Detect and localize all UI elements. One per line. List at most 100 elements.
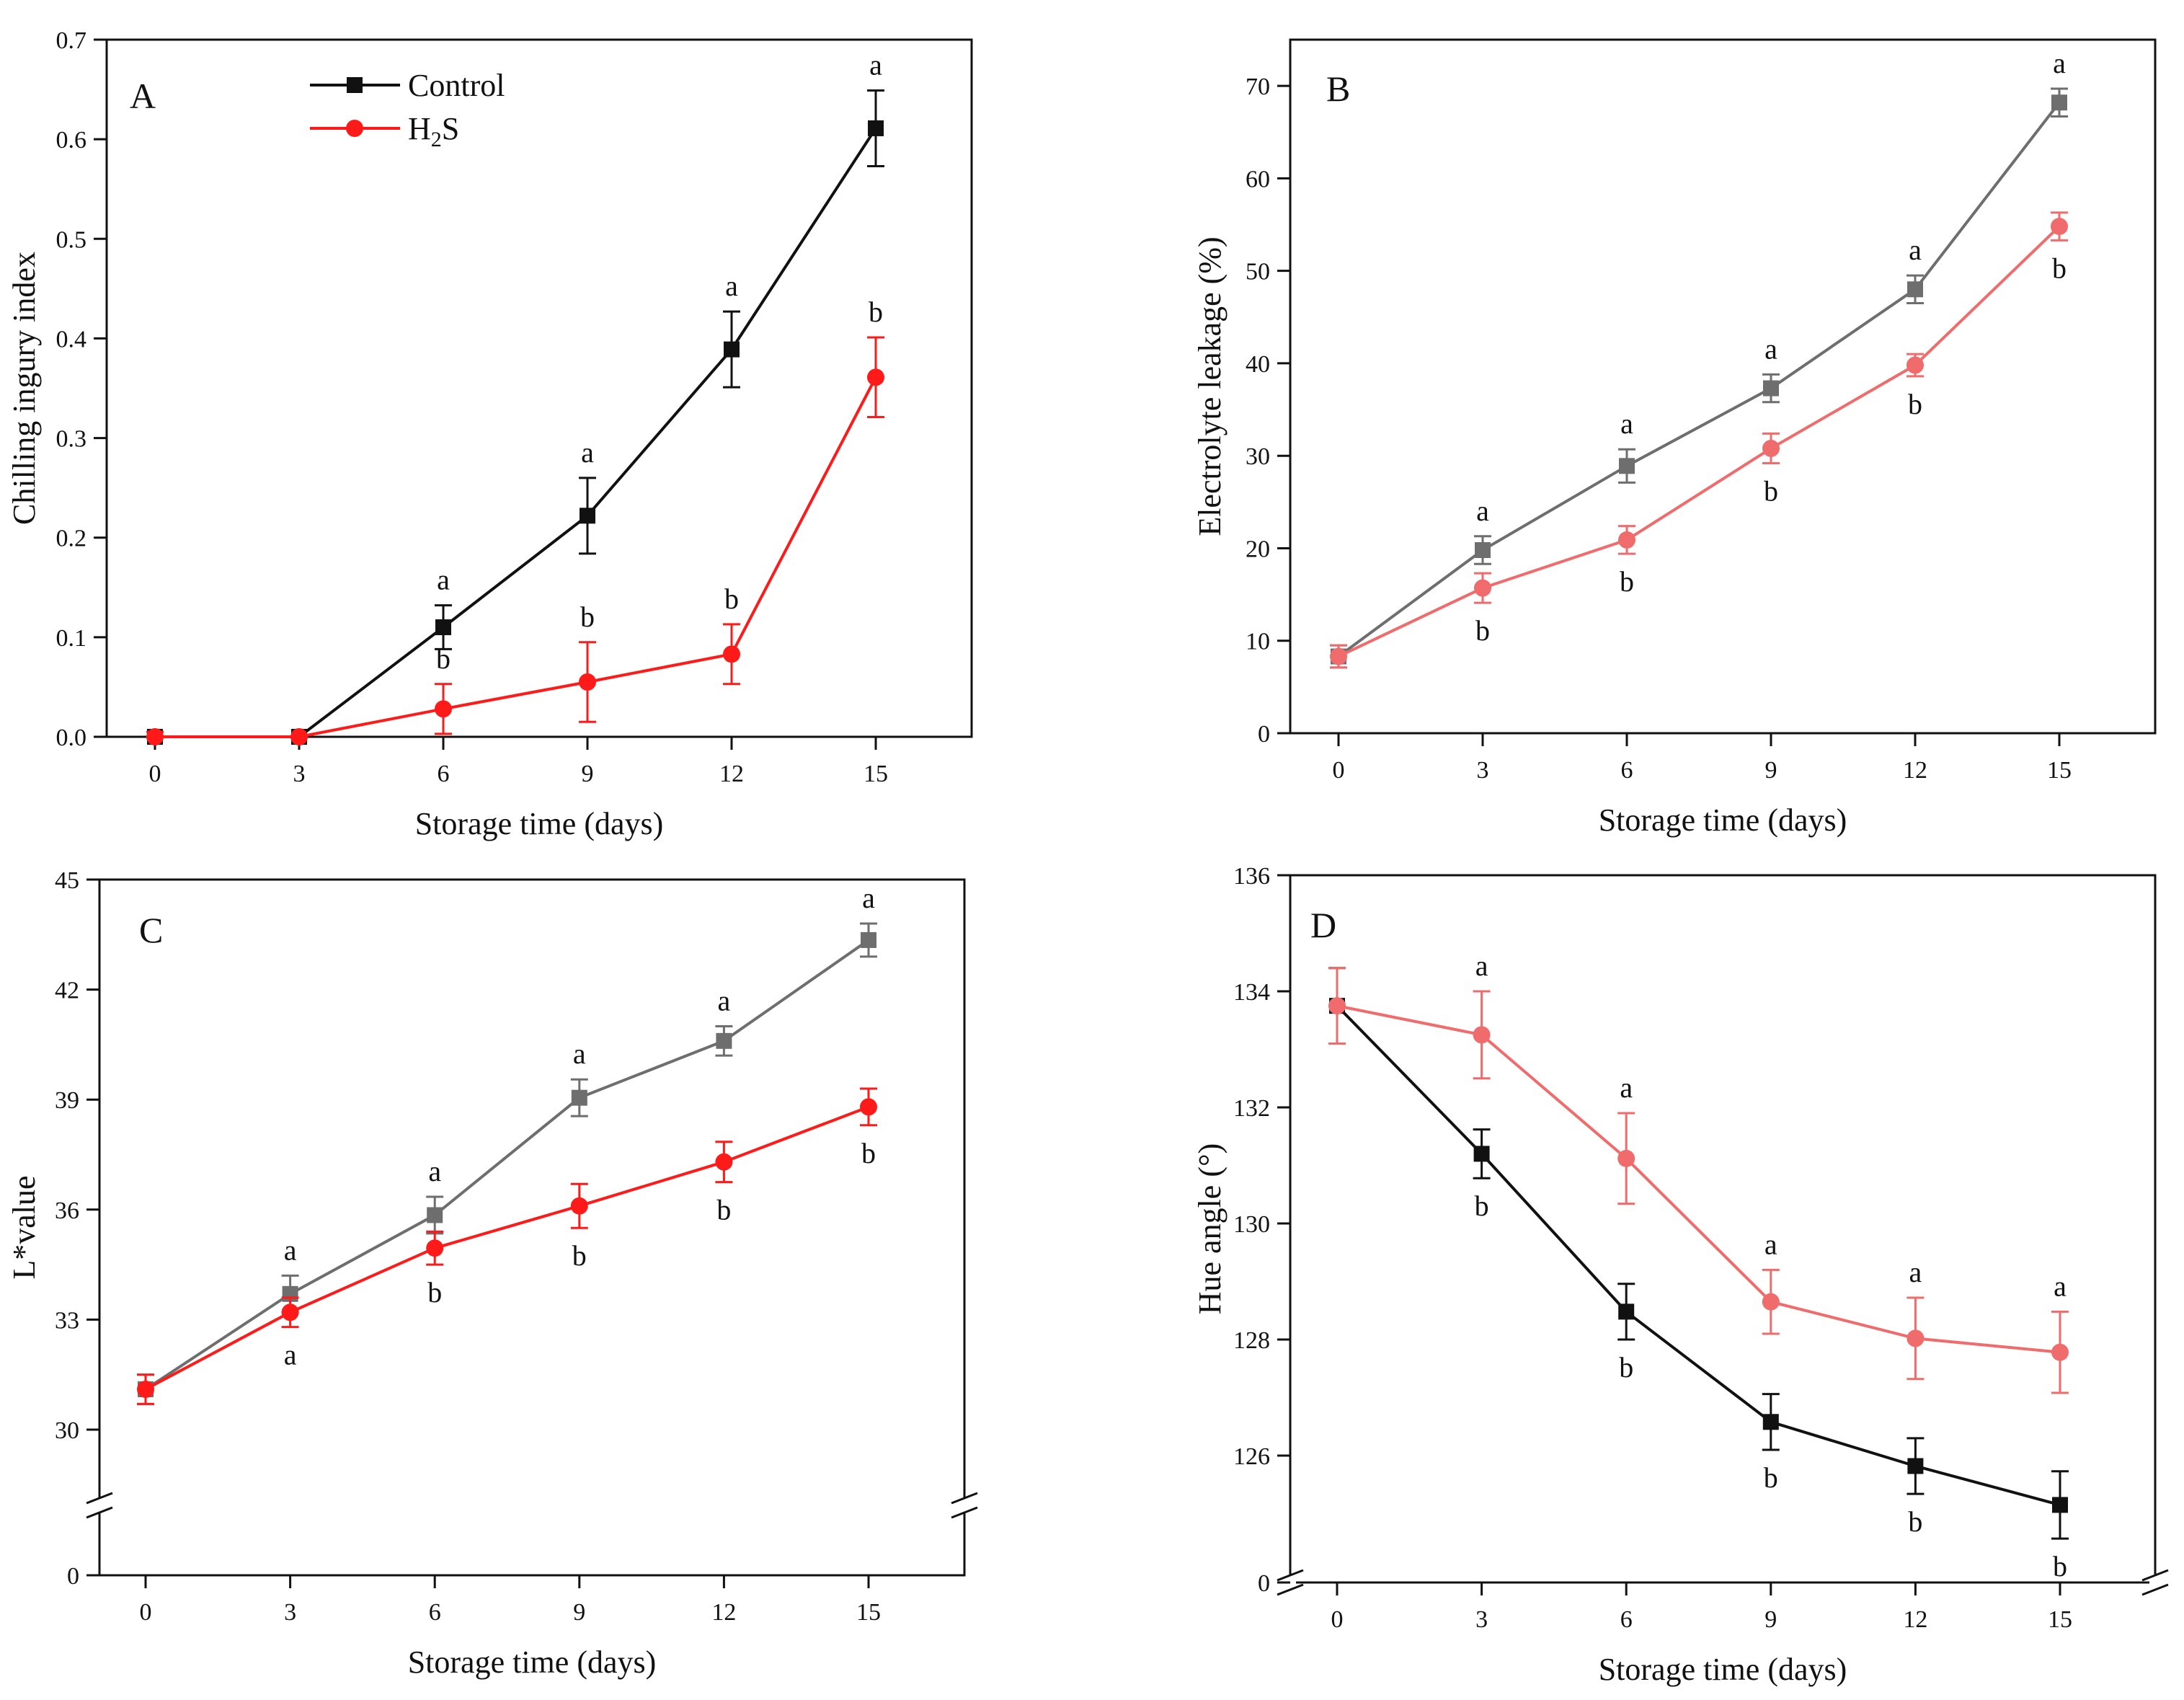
panel-b: 0 3 6 9 12 15 Storage time (days) 0 10 20 30 40 50 60… — [1192, 38, 2157, 838]
y-tick-label: 0.3 — [56, 426, 87, 453]
plot-frame — [105, 38, 973, 738]
x-tick-label: 9 — [582, 761, 594, 787]
x-tick-label: 0 — [140, 1599, 152, 1626]
axis-break-mark — [951, 1492, 978, 1505]
y-tick-label: 126 — [1233, 1443, 1270, 1470]
panel-d: 0 3 6 9 12 15 Storage time (days) 0 126 128 130 132… — [1192, 863, 2169, 1687]
control-significance-letter: a — [437, 564, 450, 596]
h2s-significance-letter: a — [1909, 1256, 1922, 1288]
x-tick-label: 9 — [1764, 1606, 1777, 1633]
y-tick-label: 134 — [1233, 979, 1270, 1006]
control-data-point — [427, 1207, 443, 1223]
control-significance-letter: a — [573, 1037, 586, 1070]
axis-break-mark — [951, 1506, 978, 1519]
h2s-significance-letter: a — [284, 1339, 297, 1371]
h2s-significance-letter: a — [2054, 1270, 2067, 1302]
x-tick-label: 3 — [1477, 757, 1489, 784]
y-tick-label: 0.1 — [56, 625, 87, 652]
x-tick-label: 0 — [149, 761, 161, 787]
x-tick-label: 15 — [2048, 1606, 2072, 1633]
h2s-data-point — [1474, 579, 1491, 597]
h2s-series-line — [155, 376, 877, 738]
plot-frame — [1289, 38, 2157, 735]
control-data-point — [1907, 1458, 1924, 1474]
y-tick-label: 50 — [1246, 259, 1270, 285]
legend-h2s-label: H2S — [408, 111, 459, 151]
h2s-significance-letter: a — [1764, 1228, 1777, 1260]
control-series-line — [144, 939, 870, 1391]
h2s-data-point — [1328, 997, 1346, 1015]
axis-break-gap-right — [2149, 1575, 2161, 1590]
plot-frame — [98, 878, 966, 1577]
h2s-significance-letter: b — [716, 1194, 731, 1226]
x-tick-label: 6 — [1620, 1606, 1633, 1633]
y-tick-label: 0.2 — [56, 526, 87, 552]
h2s-data-point — [1618, 531, 1635, 549]
x-tick-label: 9 — [1765, 757, 1777, 784]
h2s-data-point — [426, 1239, 444, 1257]
y-tick-label: 39 — [55, 1087, 79, 1114]
control-data-point — [435, 619, 451, 636]
h2s-data-point — [579, 673, 596, 691]
y-tick-label: 0 — [67, 1563, 79, 1590]
h2s-data-point — [723, 645, 740, 663]
control-significance-letter: a — [1909, 234, 1922, 266]
control-significance-letter: a — [725, 270, 738, 302]
control-data-point — [724, 341, 740, 358]
x-tick-label: 3 — [1475, 1606, 1488, 1633]
axis-break-mark — [86, 1506, 113, 1519]
x-tick-label: 15 — [864, 761, 888, 787]
h2s-significance-letter: b — [869, 296, 883, 328]
y-tick-label: 130 — [1233, 1211, 1270, 1238]
x-tick-label: 0 — [1331, 1606, 1344, 1633]
h2s-data-point — [290, 728, 308, 745]
h2s-data-point — [570, 1197, 588, 1215]
h2s-significance-letter: b — [427, 1276, 442, 1309]
control-data-point — [1907, 281, 1923, 298]
control-significance-letter: b — [1908, 1505, 1922, 1538]
axis-break-mark — [1277, 1583, 1304, 1596]
control-data-point — [716, 1032, 732, 1049]
h2s-data-point — [860, 1098, 877, 1116]
axis-break-mark — [86, 1492, 113, 1505]
h2s-series-line — [1338, 225, 2061, 658]
legend-control-marker — [347, 77, 363, 93]
control-data-point — [571, 1089, 587, 1106]
control-series-line — [1336, 1004, 2061, 1507]
control-significance-letter: a — [862, 882, 875, 914]
x-tick-label: 15 — [856, 1599, 881, 1626]
h2s-data-point — [435, 700, 452, 718]
x-tick-label: 6 — [429, 1599, 441, 1626]
h2s-data-point — [867, 368, 884, 386]
plot-frame — [1289, 874, 2157, 1584]
legend-h2s-marker — [346, 120, 363, 137]
y-tick-label: 0.7 — [56, 27, 87, 54]
axis-break-mark — [1277, 1569, 1304, 1582]
axis-break-mark — [2141, 1583, 2169, 1596]
control-significance-letter: a — [1764, 332, 1777, 365]
y-axis-title: L*value — [6, 1175, 42, 1279]
y-tick-label: 30 — [55, 1417, 79, 1444]
y-axis-title: Hue angle (°) — [1192, 1143, 1228, 1315]
h2s-data-point — [1906, 356, 1924, 374]
panel-label: A — [130, 76, 156, 116]
y-tick-label: 0 — [1258, 1570, 1270, 1597]
h2s-significance-letter: b — [724, 583, 739, 615]
control-significance-letter: a — [581, 436, 594, 469]
h2s-significance-letter: b — [572, 1239, 587, 1272]
control-data-point — [1763, 380, 1779, 397]
h2s-data-point — [1330, 647, 1347, 665]
control-significance-letter: a — [284, 1234, 297, 1266]
y-tick-label: 45 — [55, 867, 79, 894]
y-tick-label: 33 — [55, 1307, 79, 1334]
control-series-line — [1337, 101, 2061, 658]
x-tick-label: 6 — [1621, 757, 1633, 784]
legend-control-label: Control — [408, 68, 505, 103]
h2s-data-point — [2051, 218, 2068, 236]
x-axis-title: Storage time (days) — [1599, 802, 1847, 838]
control-series-line — [155, 127, 877, 738]
x-axis-title: Storage time (days) — [1599, 1652, 1847, 1687]
control-significance-letter: b — [1764, 1461, 1778, 1494]
